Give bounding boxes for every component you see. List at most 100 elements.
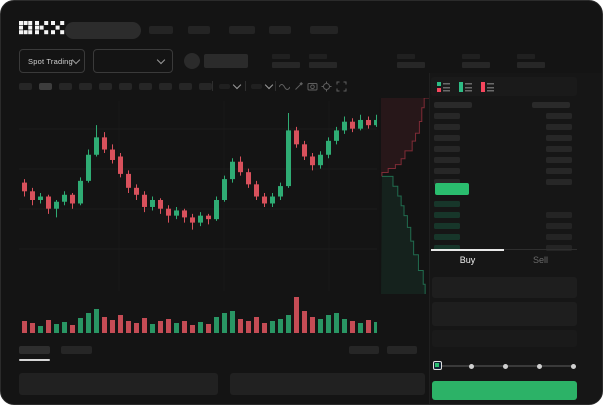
ask-row[interactable] [431, 179, 577, 187]
nav-item[interactable] [269, 26, 291, 34]
stat-value-placeholder [309, 62, 337, 68]
bid-amount-placeholder [546, 212, 572, 218]
bid-price-placeholder [434, 245, 460, 251]
interval-button[interactable] [139, 83, 152, 90]
book-bids-icon[interactable] [459, 81, 472, 93]
interval-button[interactable] [79, 83, 92, 90]
ask-price-placeholder [434, 113, 460, 119]
market-type-label: Spot Trading [28, 56, 73, 66]
interval-button[interactable] [119, 83, 132, 90]
bid-row[interactable] [431, 212, 577, 220]
slider-handle[interactable] [433, 361, 442, 370]
slider-stop-dot[interactable] [570, 363, 576, 369]
compare-dropdown[interactable] [251, 80, 274, 91]
stat-value-placeholder [462, 62, 490, 68]
bid-row[interactable] [431, 201, 577, 209]
interval-button[interactable] [179, 83, 192, 90]
bid-amount-placeholder [546, 223, 572, 229]
toolbar-divider [245, 81, 246, 91]
ask-row[interactable] [431, 135, 577, 143]
bottom-tab-underline [19, 359, 50, 361]
bottom-tab-active[interactable] [19, 346, 50, 354]
line-type-icon[interactable] [279, 81, 290, 92]
bid-price-placeholder [434, 234, 460, 240]
bid-row[interactable] [431, 245, 577, 253]
slider-stop-dot[interactable] [468, 363, 474, 369]
stat-label-placeholder [517, 54, 535, 59]
tab-buy[interactable]: Buy [459, 255, 476, 265]
bid-amount-placeholder [546, 245, 572, 251]
volume-chart[interactable] [19, 293, 377, 335]
indicator-dropdown[interactable] [219, 80, 242, 91]
camera-icon[interactable] [307, 81, 318, 92]
ask-price-placeholder [434, 168, 460, 174]
ask-price-placeholder [434, 146, 460, 152]
depth-chart[interactable] [379, 98, 431, 294]
chevron-down-icon [156, 55, 166, 64]
ask-amount-placeholder [546, 168, 572, 174]
last-price-placeholder [204, 54, 248, 68]
slider-stop-dot[interactable] [502, 363, 508, 369]
okx-logo[interactable] [19, 21, 65, 35]
amount-slider[interactable] [431, 359, 577, 373]
bottom-bar-control[interactable] [387, 346, 417, 354]
ask-row[interactable] [431, 113, 577, 121]
bid-row[interactable] [431, 234, 577, 242]
bid-price-placeholder [434, 212, 460, 218]
stat-value-placeholder [397, 62, 425, 68]
nav-item[interactable] [188, 26, 210, 34]
ask-amount-placeholder [546, 135, 572, 141]
ask-amount-placeholder [546, 113, 572, 119]
settings-icon[interactable] [321, 81, 332, 92]
last-price-badge[interactable] [435, 183, 469, 195]
toolbar-divider [212, 81, 213, 91]
fullscreen-icon[interactable] [336, 81, 347, 92]
history-panel-placeholder [230, 373, 425, 395]
ask-amount-placeholder [546, 179, 572, 185]
search-input[interactable] [65, 22, 141, 39]
market-type-selector[interactable]: Spot Trading [19, 49, 85, 73]
bid-price-placeholder [434, 223, 460, 229]
book-col-header-price [434, 102, 472, 108]
toolbar-divider [275, 81, 276, 91]
amount-input[interactable] [432, 302, 577, 326]
ask-row[interactable] [431, 146, 577, 154]
draw-icon[interactable] [293, 81, 304, 92]
bottom-tab[interactable] [61, 346, 92, 354]
tab-sell[interactable]: Sell [532, 255, 548, 265]
price-input[interactable] [432, 277, 577, 298]
interval-button[interactable] [199, 83, 212, 90]
slider-stop-dot[interactable] [536, 363, 542, 369]
ask-amount-placeholder [546, 157, 572, 163]
interval-button[interactable] [39, 83, 52, 90]
bottom-bar-control[interactable] [349, 346, 379, 354]
ask-amount-placeholder [546, 146, 572, 152]
nav-item[interactable] [310, 26, 338, 34]
stat-label-placeholder [309, 54, 327, 59]
buy-submit-button[interactable] [432, 381, 577, 400]
interval-button[interactable] [19, 83, 32, 90]
bid-row[interactable] [431, 223, 577, 231]
chevron-down-icon [71, 55, 81, 64]
stat-label-placeholder [397, 54, 415, 59]
ask-price-placeholder [434, 179, 460, 185]
nav-item[interactable] [229, 26, 255, 34]
interval-button[interactable] [59, 83, 72, 90]
ask-row[interactable] [431, 157, 577, 165]
interval-button[interactable] [159, 83, 172, 90]
ask-price-placeholder [434, 135, 460, 141]
ask-row[interactable] [431, 124, 577, 132]
interval-button[interactable] [99, 83, 112, 90]
price-chart[interactable] [19, 101, 377, 291]
ask-price-placeholder [434, 124, 460, 130]
trade-tabbar: Buy Sell [431, 249, 577, 272]
pair-selector-dropdown[interactable] [93, 49, 173, 73]
book-both-icon[interactable] [437, 81, 450, 93]
book-asks-icon[interactable] [481, 81, 494, 93]
nav-item[interactable] [149, 26, 173, 34]
orders-panel-placeholder [19, 373, 218, 395]
ask-row[interactable] [431, 168, 577, 176]
total-input[interactable] [432, 330, 577, 347]
